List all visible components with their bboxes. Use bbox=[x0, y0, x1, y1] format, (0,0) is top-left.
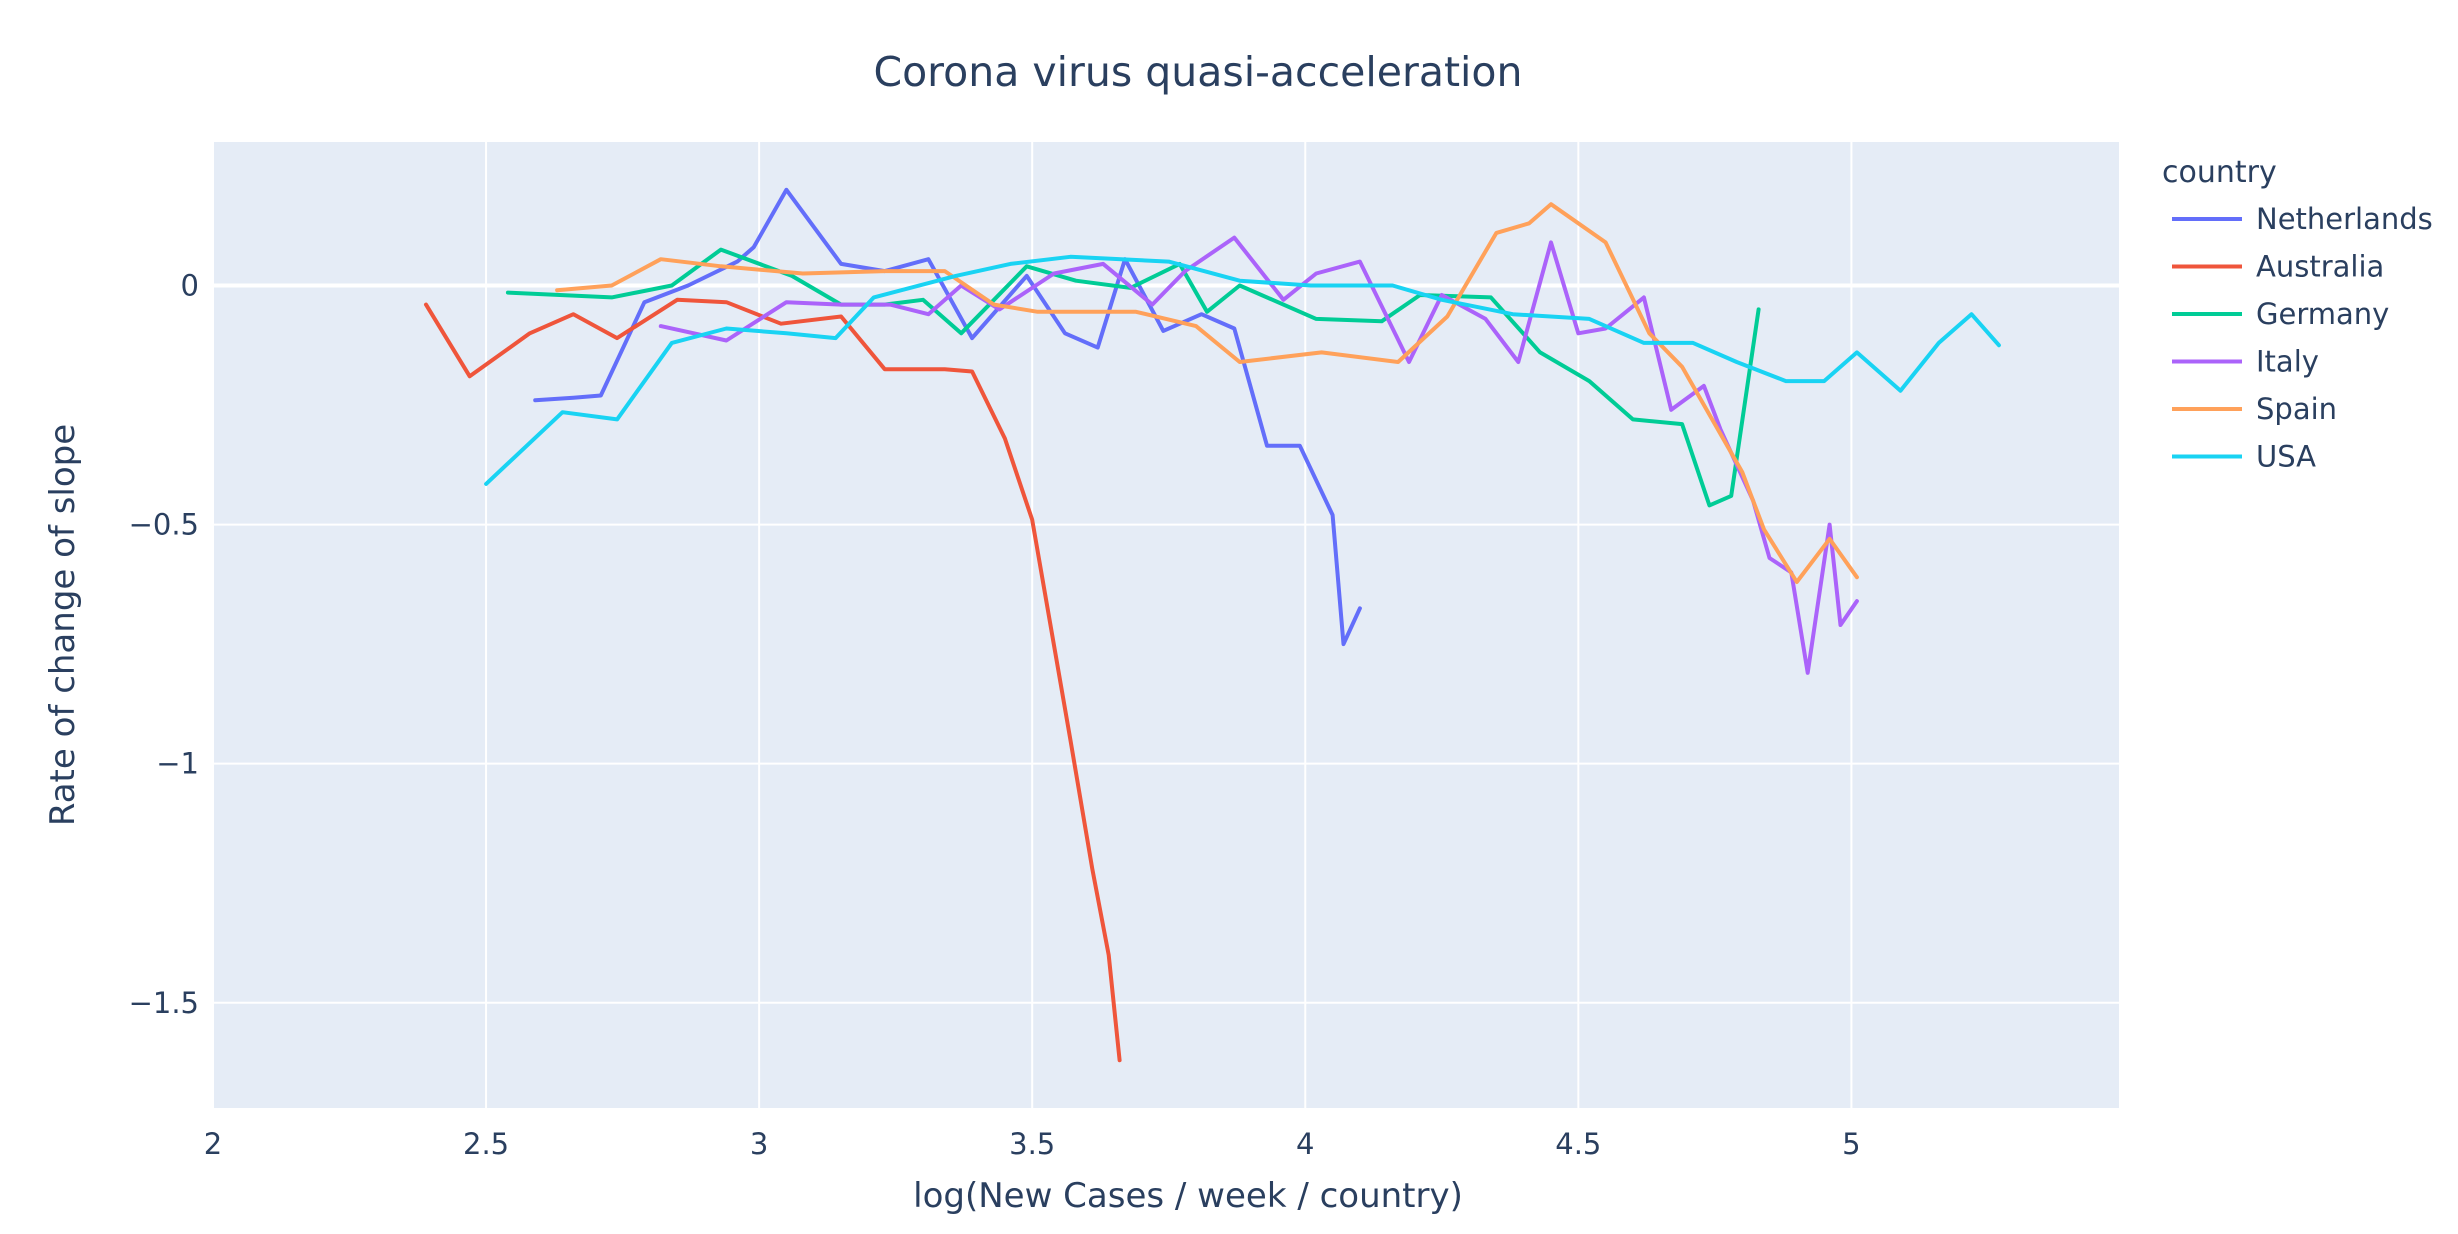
series-line-spain bbox=[555, 202, 1859, 584]
chart-title: Corona virus quasi-acceleration bbox=[873, 48, 1522, 96]
legend-label-usa: USA bbox=[2256, 440, 2316, 474]
y-tick-label: 0 bbox=[181, 268, 199, 302]
legend-label-australia: Australia bbox=[2256, 250, 2384, 284]
x-tick-label: 5 bbox=[1842, 1127, 1860, 1161]
series-lines bbox=[424, 187, 2001, 1063]
legend-label-germany: Germany bbox=[2256, 297, 2389, 331]
x-tick-label: 3.5 bbox=[1009, 1127, 1055, 1161]
y-tick-label: −1.5 bbox=[129, 986, 199, 1020]
x-tick-label: 2 bbox=[204, 1127, 222, 1161]
y-tick-label: −1 bbox=[156, 747, 199, 781]
legend-label-italy: Italy bbox=[2256, 345, 2319, 379]
x-tick-label: 4.5 bbox=[1555, 1127, 1601, 1161]
legend-label-netherlands: Netherlands bbox=[2256, 202, 2433, 236]
y-axis-title: Rate of change of slope bbox=[43, 424, 83, 826]
legend: country Netherlands Australia Germany Italy… bbox=[2162, 155, 2433, 474]
x-tick-label: 2.5 bbox=[463, 1127, 509, 1161]
series-line-australia bbox=[424, 297, 1122, 1063]
grid bbox=[212, 142, 2119, 1108]
x-axis-title: log(New Cases / week / country) bbox=[913, 1176, 1463, 1216]
x-axis: 2 2.5 3 3.5 4 4.5 5 bbox=[204, 1127, 1861, 1161]
legend-label-spain: Spain bbox=[2256, 392, 2337, 426]
y-axis: 0 −0.5 −1 −1.5 bbox=[129, 268, 199, 1019]
x-tick-label: 3 bbox=[750, 1127, 768, 1161]
series-line-italy bbox=[658, 235, 1859, 675]
x-tick-label: 4 bbox=[1296, 1127, 1314, 1161]
series-line-usa bbox=[484, 254, 2001, 486]
y-tick-label: −0.5 bbox=[129, 508, 199, 542]
legend-title: country bbox=[2162, 155, 2277, 190]
